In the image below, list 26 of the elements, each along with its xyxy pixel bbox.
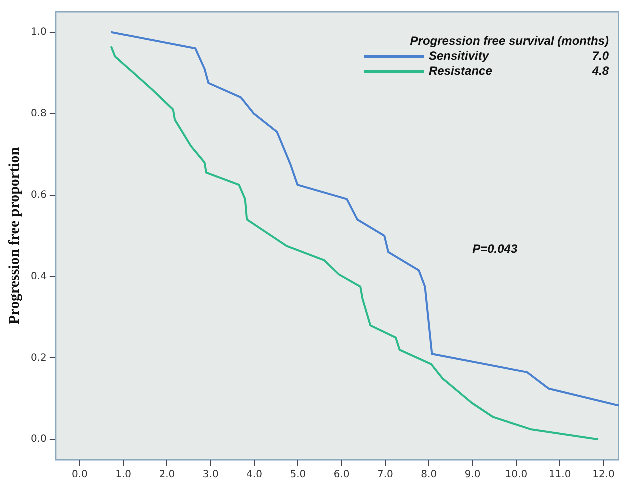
annotation: 4.8	[591, 64, 609, 79]
x-tick-label: 9.0	[464, 470, 481, 481]
y-tick-label: 0.4	[30, 271, 47, 282]
legend-label: Sensitivity	[429, 49, 490, 64]
x-tick-label: 7.0	[378, 470, 394, 481]
annotation: 7.0	[591, 49, 609, 64]
y-tick-label: 0.0	[30, 434, 47, 446]
y-axis-title: Progression free proportion	[6, 146, 23, 325]
y-tick-label: 0.8	[30, 108, 47, 120]
x-tick-label: 2.0	[159, 470, 176, 481]
legend-label: Resistance	[429, 64, 494, 79]
annotation: P=0.043	[472, 242, 518, 256]
x-tick-label: 0.0	[72, 470, 88, 481]
y-tick-label: 0.2	[30, 352, 47, 364]
x-tick-label: 12.0	[592, 470, 615, 481]
x-tick-label: 8.0	[421, 470, 438, 481]
x-tick-label: 5.0	[290, 470, 306, 481]
legend-title: Progression free survival (months)	[409, 34, 609, 49]
x-tick-label: 4.0	[246, 470, 262, 481]
x-tick-label: 3.0	[202, 470, 219, 481]
y-tick-label: 1.0	[30, 26, 47, 38]
x-tick-label: 6.0	[334, 470, 350, 481]
x-tick-label: 11.0	[548, 470, 572, 481]
y-tick-label: 0.6	[30, 190, 47, 201]
x-tick-label: 10.0	[505, 470, 528, 481]
x-tick-label: 1.0	[116, 470, 132, 481]
